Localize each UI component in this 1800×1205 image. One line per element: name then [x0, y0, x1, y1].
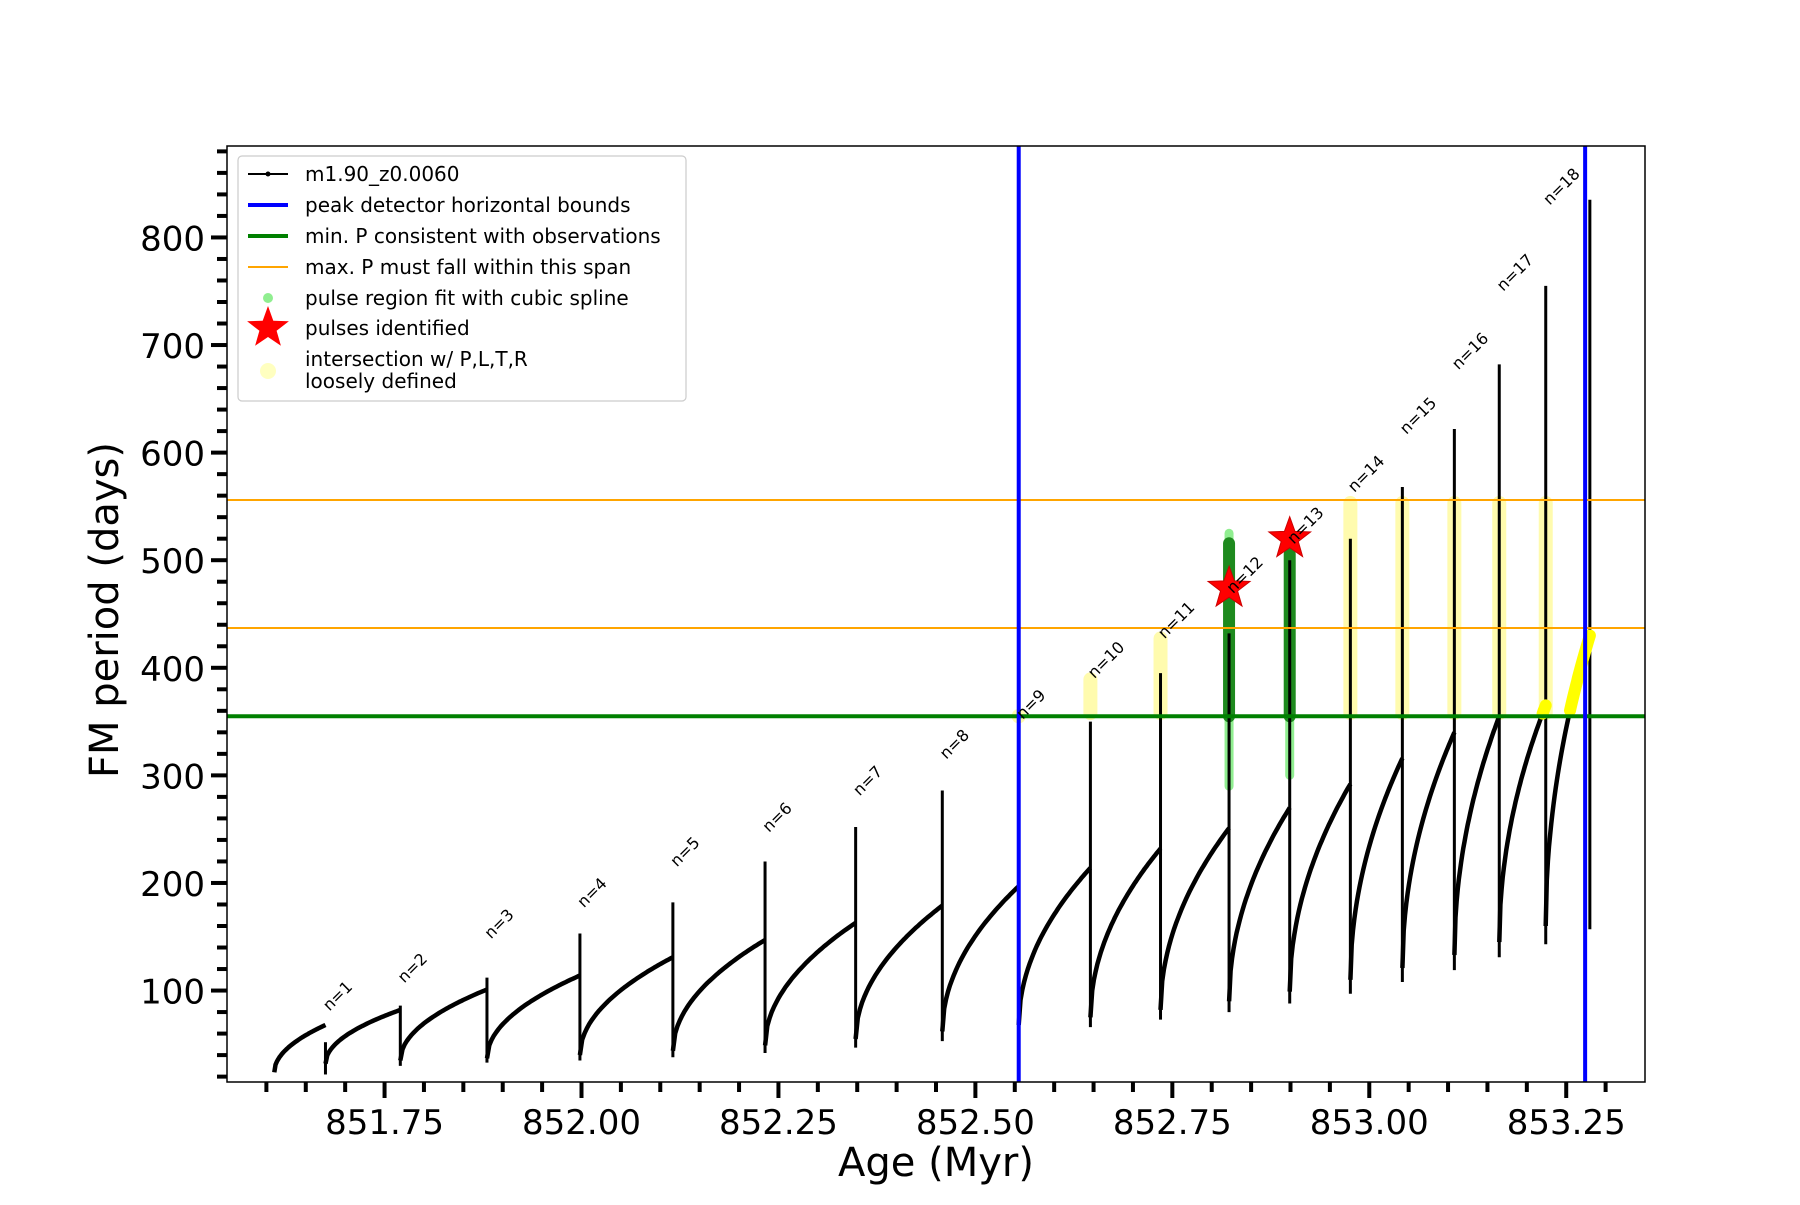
legend-item-2: peak detector horizontal bounds: [248, 193, 631, 217]
legend-item-3: min. P consistent with observations: [248, 224, 661, 248]
legend-label: min. P consistent with observations: [305, 224, 661, 248]
track-segment-17: [1452, 715, 1502, 956]
x-tick-label-1: 851.75: [325, 1103, 444, 1143]
y-tick-label-1: 100: [140, 973, 205, 1013]
legend-swatch: [247, 306, 289, 346]
track-segment-12: [1158, 826, 1231, 1011]
y-tick-label-4: 400: [140, 650, 205, 690]
legend-swatch: [260, 363, 276, 379]
x-tick-label-4: 852.50: [916, 1103, 1035, 1143]
track-segment-3: [398, 987, 488, 1061]
pulse-star-2: [1267, 515, 1312, 558]
x-axis-label: Age (Myr): [838, 1140, 1034, 1186]
legend-label: pulses identified: [305, 316, 470, 340]
y-tick-label-2: 200: [140, 865, 205, 905]
legend-swatch: [263, 293, 273, 303]
y-tick-label-8: 800: [140, 219, 205, 259]
track-segment-10: [1016, 866, 1093, 1026]
pulse-star-1: [1206, 564, 1252, 608]
legend-label: pulse region fit with cubic spline: [305, 286, 629, 310]
x-tick-label-5: 852.75: [1113, 1103, 1232, 1143]
track-segment-15: [1348, 757, 1405, 980]
x-tick-label-2: 852.00: [522, 1103, 641, 1143]
x-tick-label-3: 852.25: [719, 1103, 838, 1143]
legend-item-5: pulse region fit with cubic spline: [263, 286, 629, 310]
track-segment-7: [762, 920, 857, 1046]
track-segment-11: [1088, 847, 1163, 1018]
track-segment-1: [272, 1022, 327, 1073]
legend-frame: [237, 155, 687, 402]
y-axis-label: FM period (days): [82, 442, 128, 778]
legend-label: max. P must fall within this span: [305, 255, 631, 279]
x-tick-label-7: 853.25: [1507, 1103, 1626, 1143]
legend-label: m1.90_z0.0060: [305, 162, 460, 186]
legend-label: intersection w/ P,L,T,R: [305, 347, 528, 371]
y-tick-label-5: 500: [140, 542, 205, 582]
track-segment-9: [940, 884, 1021, 1032]
y-tick-label-3: 300: [140, 757, 205, 797]
legend-swatch-marker: [265, 171, 271, 177]
track-segment-16: [1400, 731, 1457, 969]
axes-layer: 100 200 300 400 500 600 700 800 851.75 852.00 852.…: [140, 145, 1646, 1143]
track-segment-13: [1226, 806, 1292, 1002]
track-segment-2: [323, 1007, 402, 1065]
intersection-track-3: [1536, 699, 1552, 720]
y-tick-label-6: 600: [140, 435, 205, 475]
track-segment-6: [670, 938, 767, 1052]
track-segment-5: [577, 955, 674, 1056]
track-segment-4: [484, 973, 581, 1059]
legend-item-1: m1.90_z0.0060: [248, 162, 460, 186]
legend-label: peak detector horizontal bounds: [305, 193, 631, 217]
legend-item-6: pulses identified: [247, 306, 470, 346]
track-segment-14: [1287, 782, 1353, 992]
legend-item-4: max. P must fall within this span: [248, 255, 631, 279]
x-tick-label-6: 853.00: [1310, 1103, 1429, 1143]
track-segment-18: [1497, 704, 1548, 943]
legend-label: loosely defined: [305, 369, 457, 393]
y-tick-label-7: 700: [140, 327, 205, 367]
intersection-region-2: [1083, 672, 1098, 721]
track-segment-8: [853, 903, 944, 1040]
